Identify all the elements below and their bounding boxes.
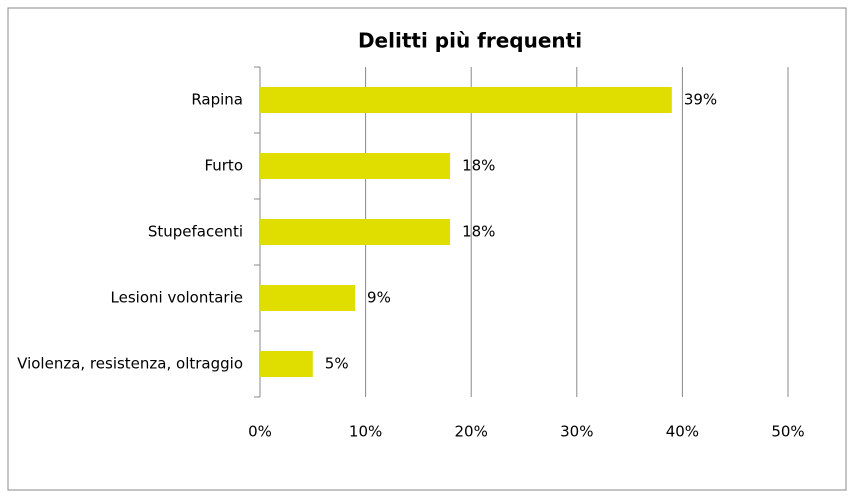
- x-tick-label: 10%: [349, 423, 382, 441]
- y-tick-label: Violenza, resistenza, oltraggio: [17, 354, 243, 373]
- bar: [260, 285, 356, 311]
- y-tick-label: Lesioni volontarie: [110, 288, 243, 307]
- data-label: 9%: [367, 289, 391, 307]
- bar: [260, 219, 451, 245]
- x-tick-label: 40%: [666, 423, 699, 441]
- y-tick-label: Rapina: [191, 90, 243, 109]
- y-tick-label: Furto: [204, 156, 243, 175]
- bar: [260, 153, 451, 179]
- x-tick-label: 0%: [248, 423, 272, 441]
- chart-border: [7, 7, 847, 491]
- data-label: 18%: [462, 223, 495, 241]
- bar: [260, 351, 313, 377]
- x-tick-label: 20%: [455, 423, 488, 441]
- data-label: 18%: [462, 157, 495, 175]
- data-label: 39%: [684, 91, 717, 109]
- x-tick-label: 50%: [771, 423, 804, 441]
- y-tick-label: Stupefacenti: [147, 222, 243, 241]
- x-tick-label: 30%: [560, 423, 593, 441]
- chart-title: Delitti più frequenti: [358, 29, 582, 53]
- bar: [260, 87, 672, 113]
- data-label: 5%: [325, 355, 349, 373]
